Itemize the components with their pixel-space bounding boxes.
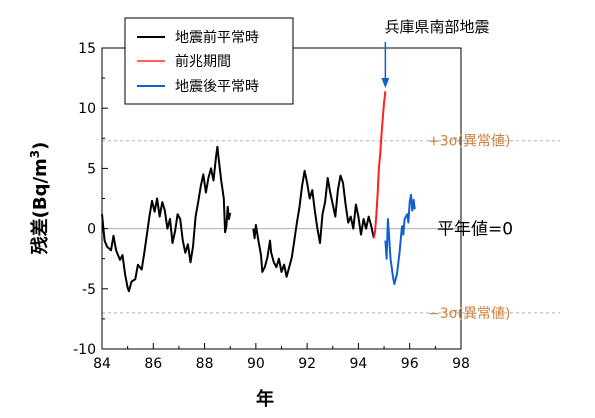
series-1-segment-0 [372,91,387,239]
x-tick-label: 90 [247,356,265,372]
baseline-zero-label: 平年値=0 [437,220,513,240]
y-tick-label: -10 [73,342,96,358]
x-tick-label: 84 [93,356,111,372]
y-tick-label: 15 [78,41,96,57]
series-lines [101,91,416,293]
x-tick-label: 86 [144,356,162,372]
x-tick-label: 96 [401,356,419,372]
earthquake-arrow-head [381,78,390,88]
legend-label-post: 地震後平常時 [175,79,259,95]
y-axis-label-close: ) [30,142,51,150]
minus-3sigma-label: −3σ(異常値) [428,306,510,322]
y-axis-label-superscript: 3 [28,150,42,158]
x-axis-label: 年 [256,388,274,410]
x-tick-label: 94 [350,356,368,372]
y-axis-label-text: 残差(Bq/m [29,158,51,254]
y-tick-label: 0 [87,222,96,238]
plus-3sigma-label: +3σ(異常値) [428,134,510,150]
series-0-segment-1 [252,169,375,278]
axis-ticks: 84 86 88 90 92 94 96 98 -10 -5 0 5 10 15 [73,41,470,372]
y-tick-label: -5 [82,282,96,298]
y-tick-label: 5 [87,161,96,177]
x-tick-label: 98 [452,356,470,372]
y-axis-label: 残差(Bq/m3) [28,142,51,255]
series-2-segment-0 [384,193,416,285]
x-tick-label: 88 [196,356,214,372]
x-tick-label: 92 [298,356,316,372]
earthquake-annotation: 兵庫県南部地震 [384,18,489,36]
series-0-segment-0 [101,145,232,293]
y-tick-label: 10 [78,101,96,117]
legend: 地震前平常時 前兆期間 地震後平常時 [124,17,294,105]
legend-label-pre: 地震前平常時 [175,29,259,46]
legend-label-precursor: 前兆期間 [175,53,231,70]
